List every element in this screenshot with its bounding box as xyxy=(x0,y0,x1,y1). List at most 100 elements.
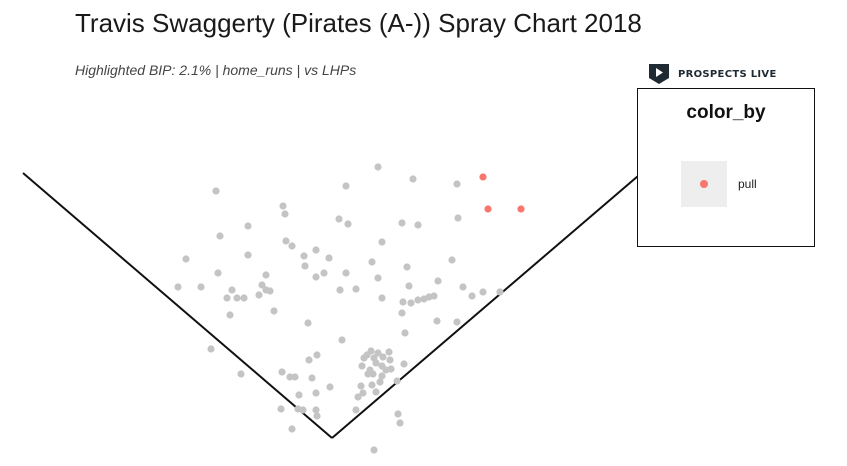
ball-in-play-point xyxy=(233,294,241,302)
ball-in-play-point xyxy=(214,269,222,277)
ball-in-play-point xyxy=(291,373,299,381)
ball-in-play-point xyxy=(300,252,308,260)
ball-in-play-point xyxy=(372,388,380,396)
ball-in-play-point xyxy=(393,377,401,385)
ball-in-play-point xyxy=(378,372,386,380)
foul-line-left xyxy=(22,172,333,439)
ball-in-play-point xyxy=(374,163,382,171)
ball-in-play-point xyxy=(407,299,415,307)
highlighted-point xyxy=(479,173,487,181)
ball-in-play-point xyxy=(382,366,390,374)
ball-in-play-point xyxy=(433,317,441,325)
ball-in-play-point xyxy=(301,262,309,270)
ball-in-play-point xyxy=(312,246,320,254)
ball-in-play-point xyxy=(279,202,287,210)
ball-in-play-point xyxy=(182,255,190,263)
ball-in-play-point xyxy=(278,368,286,376)
ball-in-play-point xyxy=(223,294,231,302)
ball-in-play-point xyxy=(396,419,404,427)
ball-in-play-point xyxy=(367,347,375,355)
brand-logo: PROSPECTS LIVE xyxy=(648,63,777,85)
ball-in-play-point xyxy=(453,180,461,188)
ball-in-play-point xyxy=(240,294,248,302)
ball-in-play-point xyxy=(237,370,245,378)
ball-in-play-point xyxy=(394,410,402,418)
ball-in-play-point xyxy=(359,389,367,397)
ball-in-play-point xyxy=(326,383,334,391)
ball-in-play-point xyxy=(496,288,504,296)
ball-in-play-point xyxy=(338,336,346,344)
ball-in-play-point xyxy=(258,281,266,289)
ball-in-play-point xyxy=(174,283,182,291)
ball-in-play-point xyxy=(434,277,442,285)
ball-in-play-point xyxy=(357,382,365,390)
ball-in-play-point xyxy=(368,258,376,266)
highlighted-point xyxy=(517,205,525,213)
legend-key xyxy=(681,161,727,207)
ball-in-play-point xyxy=(312,406,320,414)
ball-in-play-point xyxy=(364,370,372,378)
ball-in-play-point xyxy=(448,256,456,264)
ball-in-play-point xyxy=(286,373,294,381)
ball-in-play-point xyxy=(459,283,467,291)
ball-in-play-point xyxy=(368,381,376,389)
ball-in-play-point xyxy=(308,374,316,382)
ball-in-play-point xyxy=(376,378,384,386)
ball-in-play-point xyxy=(372,359,380,367)
foul-lines xyxy=(22,172,639,439)
ball-in-play-point xyxy=(228,286,236,294)
ball-in-play-point xyxy=(386,356,394,364)
ball-in-play-point xyxy=(335,215,343,223)
ball-in-play-point xyxy=(378,238,386,246)
ball-in-play-point xyxy=(403,263,411,271)
ball-in-play-point xyxy=(313,412,321,420)
ball-in-play-point xyxy=(244,222,252,230)
ball-in-play-point xyxy=(342,269,350,277)
ball-in-play-point xyxy=(352,406,360,414)
brand-text: PROSPECTS LIVE xyxy=(678,68,777,80)
ball-in-play-point xyxy=(430,292,438,300)
ball-in-play-point xyxy=(454,214,462,222)
ball-in-play-point xyxy=(288,242,296,250)
ball-in-play-point xyxy=(304,319,312,327)
ball-in-play-point xyxy=(354,393,362,401)
ball-in-play-point xyxy=(398,309,406,317)
legend: color_by pull xyxy=(637,88,815,247)
ball-in-play-point xyxy=(320,269,328,277)
ball-in-play-point xyxy=(266,287,274,295)
highlighted-points xyxy=(479,173,525,213)
background-points xyxy=(174,163,504,454)
highlighted-point xyxy=(484,205,492,213)
chart-subtitle: Highlighted BIP: 2.1% | home_runs | vs L… xyxy=(75,62,357,78)
ball-in-play-point xyxy=(216,232,224,240)
foul-line-right xyxy=(331,175,639,439)
ball-in-play-point xyxy=(378,294,386,302)
ball-in-play-point xyxy=(212,187,220,195)
ball-in-play-point xyxy=(299,406,307,414)
ball-in-play-point xyxy=(479,288,487,296)
ball-in-play-point xyxy=(369,370,377,378)
ball-in-play-point xyxy=(398,219,406,227)
ball-in-play-point xyxy=(352,285,360,293)
ball-in-play-point xyxy=(468,292,476,300)
ball-in-play-point xyxy=(358,362,366,370)
ball-in-play-point xyxy=(281,210,289,218)
ball-in-play-point xyxy=(325,254,333,262)
ball-in-play-point xyxy=(405,282,413,290)
ball-in-play-point xyxy=(414,296,422,304)
ball-in-play-point xyxy=(414,221,422,229)
ball-in-play-point xyxy=(305,356,313,364)
ball-in-play-point xyxy=(244,251,252,259)
ball-in-play-point xyxy=(374,274,382,282)
ball-in-play-point xyxy=(401,329,409,337)
ball-in-play-point xyxy=(400,360,408,368)
ball-in-play-point xyxy=(312,273,320,281)
ball-in-play-point xyxy=(282,237,290,245)
ball-in-play-point xyxy=(342,182,350,190)
ball-in-play-point xyxy=(379,353,387,361)
ball-in-play-point xyxy=(207,345,215,353)
ball-in-play-point xyxy=(374,349,382,357)
chart-title: Travis Swaggerty (Pirates (A-)) Spray Ch… xyxy=(75,8,642,38)
ball-in-play-point xyxy=(385,348,393,356)
